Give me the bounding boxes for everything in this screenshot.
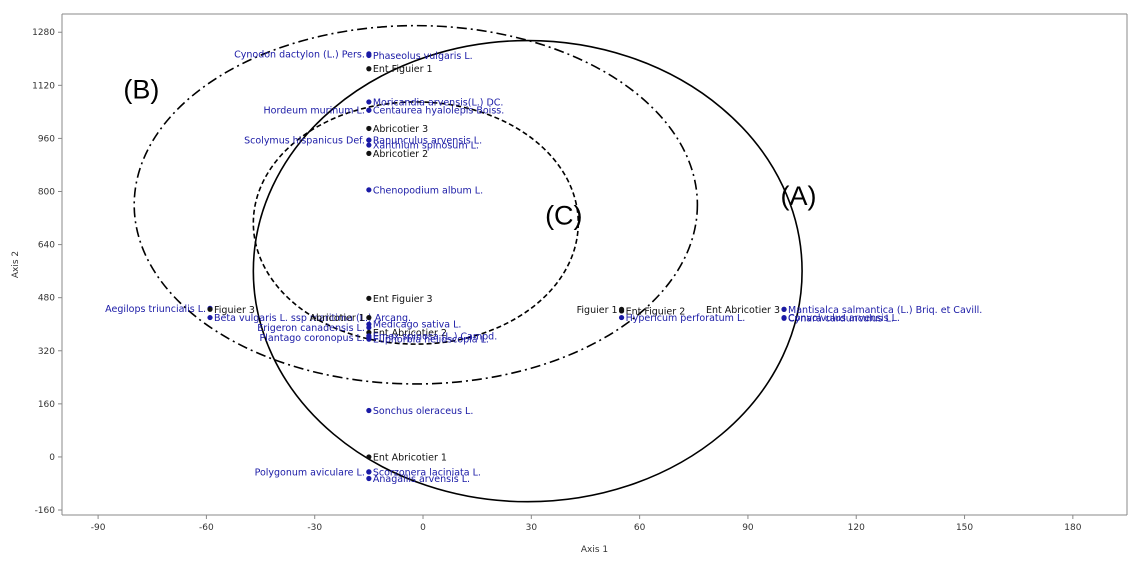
species-point: [366, 52, 372, 59]
species-label: Scorzonera laciniata L.: [373, 467, 481, 478]
x-tick-label: 30: [526, 523, 538, 533]
x-tick-label: 120: [848, 523, 865, 533]
site-label: Ent Abricotier 1: [373, 452, 447, 463]
y-tick-label: 800: [38, 188, 55, 198]
axes: -90 -60 -30 0 30 60 90 120 150 180 -160 0 160 320 480…: [11, 13, 1128, 555]
site-point: [366, 314, 372, 321]
x-tick-label: 90: [742, 523, 754, 533]
y-tick-label: -160: [35, 506, 56, 516]
y-axis-title: Axis 2: [11, 251, 21, 278]
species-label: Chenopodium album L.: [373, 185, 483, 196]
species-point: [366, 137, 372, 143]
site-label: Figuier 1: [577, 305, 618, 316]
site-label: Abricotier 2: [373, 149, 428, 160]
site-point: [366, 125, 372, 132]
y-tick-label: 960: [38, 134, 55, 144]
site-point: [207, 306, 213, 312]
species-label: Centaurea hyalolepis Boiss.: [373, 106, 504, 117]
region-annotation: (A): [780, 181, 816, 211]
y-tick-label: 480: [38, 294, 55, 304]
site-label: Ent Figuier 1: [373, 64, 433, 75]
y-tick-label: 640: [38, 241, 55, 251]
species-label: Sonchus oleraceus L.: [373, 406, 474, 417]
species-label: Scolymus hispanicus Def.: [244, 136, 365, 147]
site-label: Ent Figuier 3: [373, 294, 433, 305]
site-label: Ent Abricotier 2: [373, 328, 447, 339]
x-tick-label: -30: [307, 523, 322, 533]
species-label: Xanthium spinosum L.: [373, 141, 479, 152]
y-tick-label: 1280: [32, 28, 55, 38]
species-label: Beta vulgaris L. ssp maritima (L.) Arcan…: [214, 313, 411, 324]
x-tick-label: 0: [420, 523, 426, 533]
ellipse-c: [252, 101, 580, 345]
species-label: Polygonum aviculare L.: [255, 467, 365, 478]
species-label: Anagallis arvensis L.: [373, 474, 470, 485]
species-label: Medicago sativa L.: [373, 320, 462, 331]
species-label: Erigeron canadensis L.: [257, 323, 365, 334]
species-label: Plantago coronopus L.: [260, 333, 365, 344]
species-label: Cynara cardunculus L.: [788, 314, 894, 325]
site-label: Ent Abricotier 3: [706, 305, 780, 316]
ellipse-layer: [133, 24, 803, 503]
species-point: [366, 407, 372, 414]
site-point: [366, 454, 372, 460]
species-point: [366, 99, 372, 105]
species-label: Cynodon dactylon (L.) Pers.: [234, 49, 365, 60]
site-point: [366, 295, 372, 301]
ellipse-b: [133, 24, 699, 385]
species-label: Moricandia arvensis(L.) DC.: [373, 97, 504, 108]
species-label: Emex spinosa (L.) Campd.: [373, 331, 497, 342]
species-point: [366, 187, 372, 193]
site-label: Figuier 3: [214, 305, 255, 316]
species-point: [781, 315, 787, 321]
species-label: Euphorbia helioscopia L.: [373, 335, 489, 346]
species-point: [366, 142, 372, 148]
species-point: [366, 321, 372, 327]
region-annotations: (A) (B) (C): [123, 75, 816, 231]
species-point: [781, 306, 787, 312]
x-tick-label: -60: [199, 523, 214, 533]
species-point: [366, 107, 372, 113]
species-point: [207, 314, 213, 321]
site-point: [618, 308, 625, 314]
species-label: Hordeum murinum L.: [264, 106, 365, 117]
y-tick-label: 160: [38, 400, 55, 410]
y-tick-label: 0: [49, 453, 55, 463]
site-label: Ent Figuier 2: [626, 306, 686, 317]
site-label: Abricotier 3: [373, 124, 428, 135]
x-tick-label: 150: [956, 523, 973, 533]
species-point: [366, 469, 372, 475]
region-annotation: (C): [545, 201, 582, 231]
data-points: Cynodon dactylon (L.) Pers. Phaseolus vul…: [105, 49, 982, 485]
region-annotation: (B): [123, 75, 159, 105]
species-point: [618, 314, 625, 321]
ellipse-a: [252, 39, 803, 503]
x-tick-label: 60: [634, 523, 646, 533]
species-label: Mantisalca salmantica (L.) Briq. et Cavi…: [788, 305, 982, 316]
species-point: [366, 336, 372, 342]
site-point: [366, 150, 372, 156]
species-label: Ranunculus arvensis L.: [373, 136, 482, 147]
x-axis-title: Axis 1: [581, 545, 608, 555]
species-point: [366, 475, 372, 482]
x-tick-label: -90: [91, 523, 106, 533]
site-label: Abricotier 1: [310, 313, 365, 324]
y-ticks: -160 0 160 320 480 640 800 960 1120 1280: [32, 28, 62, 516]
species-label: Aegilops triuncialis L.: [105, 304, 206, 315]
species-label: Phaseolus vulgaris L.: [373, 51, 473, 62]
y-tick-label: 1120: [32, 81, 55, 91]
x-ticks: -90 -60 -30 0 30 60 90 120 150 180: [91, 515, 1082, 533]
species-label: Convolvulus arvensis L.: [788, 313, 900, 324]
x-tick-label: 180: [1064, 523, 1081, 533]
y-tick-label: 320: [38, 347, 55, 357]
site-point: [366, 66, 372, 72]
species-label: Hypericum perforatum L.: [626, 313, 746, 324]
